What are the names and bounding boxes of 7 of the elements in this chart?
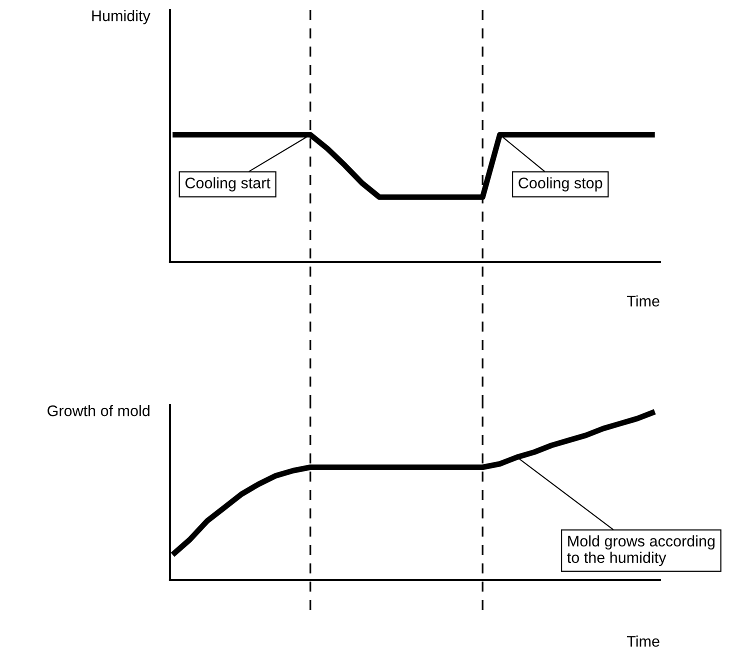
- annotation: Cooling start: [185, 177, 270, 192]
- x-axis-title: Time: [626, 295, 660, 307]
- x-axis-title: Time: [626, 636, 660, 647]
- y-axis-title: Growth of mold: [48, 405, 150, 416]
- annotation: Cooling stop: [518, 177, 602, 192]
- annotation: Mold grows according to the humidity: [567, 535, 715, 566]
- y-axis-title: Humidity: [92, 10, 150, 24]
